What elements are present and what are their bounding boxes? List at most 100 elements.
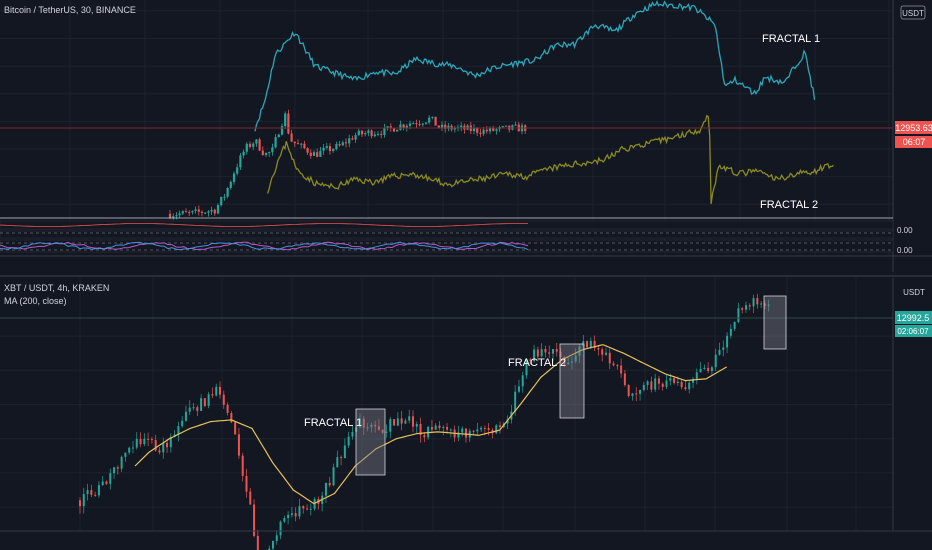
bottom-candle-body: [256, 535, 259, 550]
top-candle-body: [418, 124, 421, 126]
top-candle-body: [492, 127, 495, 131]
bottom-candle-body: [559, 351, 562, 358]
ma-200-line: [134, 344, 728, 505]
bottom-candle-body: [563, 357, 566, 365]
top-candle-body: [300, 143, 303, 145]
top-fractal1-label: FRACTAL 1: [762, 33, 820, 45]
bottom-candle-body: [294, 513, 297, 517]
top-candle-body: [364, 133, 367, 135]
bottom-candle-body: [328, 482, 331, 486]
bottom-candle-body: [536, 349, 539, 357]
top-candle-body: [482, 129, 485, 134]
bottom-candle-body: [215, 386, 218, 396]
bottom-candle-body: [211, 394, 214, 396]
top-candle-body: [396, 129, 399, 132]
top-series: [254, 0, 834, 204]
top-candle-body: [191, 210, 194, 213]
fractal1-box: [355, 408, 386, 476]
bottom-fractal2-label: FRACTAL 2: [508, 357, 566, 369]
bottom-candle-body: [631, 393, 634, 396]
top-candle-body: [476, 128, 479, 133]
bottom-candle-body: [744, 305, 747, 310]
top-candle-body: [386, 126, 389, 128]
bottom-candle-body: [669, 378, 672, 381]
bottom-candle-body: [116, 467, 119, 469]
bottom-candle-body: [430, 426, 433, 430]
bottom-candle-body: [726, 335, 729, 348]
top-indicator-subpanels: [0, 220, 894, 253]
bottom-candle-body: [237, 434, 240, 456]
top-candle-body: [184, 211, 188, 213]
top-candle-body: [261, 150, 264, 155]
bottom-candle-body: [760, 303, 763, 305]
bottom-candle-body: [612, 363, 615, 366]
bottom-price-tag-bg: [895, 311, 932, 324]
top-candle-body: [444, 124, 447, 129]
top-candle-body: [226, 187, 229, 197]
bottom-candle-body: [763, 303, 766, 306]
top-candle-body: [296, 143, 300, 145]
top-candle-body: [332, 148, 335, 152]
bottom-candle-body: [692, 378, 695, 383]
bottom-title: XBT / USDT, 4h, KRAKEN: [4, 283, 109, 293]
top-candle-body: [255, 139, 258, 144]
top-candle-body: [248, 143, 252, 147]
bottom-candle-body: [219, 386, 222, 395]
bottom-candle-body: [642, 384, 645, 390]
top-candle-body: [210, 209, 213, 212]
bottom-candle-body: [521, 375, 524, 387]
top-candle-body: [431, 116, 434, 118]
bottom-candle-body: [525, 359, 528, 376]
bottom-candle-body: [495, 425, 498, 434]
bottom-candle-body: [548, 352, 551, 354]
bottom-candle-body: [226, 404, 229, 413]
top-candle-body: [392, 128, 396, 132]
bottom-candle-body: [351, 432, 354, 437]
top-candle-body: [188, 212, 191, 214]
bottom-price-panel: FRACTAL 1 FRACTAL 2 12992.5 02:06:07 USD…: [0, 278, 932, 550]
top-candle-body: [479, 132, 482, 134]
bottom-candle-body: [707, 367, 710, 372]
bottom-candle-body: [423, 435, 426, 438]
top-title: Bitcoin / TetherUS, 30, BINANCE: [4, 5, 136, 15]
bottom-candle-body: [343, 445, 346, 459]
top-candle-body: [309, 152, 312, 156]
bottom-candle-body: [442, 426, 445, 428]
bottom-candle-body: [415, 424, 418, 427]
top-candle-body: [440, 124, 444, 128]
top-candle-body: [335, 143, 338, 149]
top-candle-body: [216, 205, 220, 214]
top-candle-body: [274, 137, 277, 148]
top-candle-body: [453, 128, 456, 130]
bottom-candle-body: [207, 394, 210, 406]
top-candle-body: [472, 128, 476, 132]
bottom-candle-body: [79, 500, 81, 507]
top-candle-body: [328, 146, 332, 152]
bottom-candle-body: [128, 447, 131, 453]
bottom-candle-body: [162, 442, 165, 453]
volume-ma-line: [0, 223, 529, 227]
top-candle-body: [207, 211, 210, 213]
top-currency: USDT: [902, 9, 924, 18]
bottom-currency: USDT: [903, 288, 925, 297]
bottom-candle-body: [555, 349, 558, 352]
top-candle-body: [204, 212, 207, 214]
bottom-candle-body: [359, 418, 362, 427]
bottom-candle-body: [676, 381, 679, 383]
top-candle-body: [367, 130, 370, 134]
top-currency-badge[interactable]: [900, 5, 926, 20]
top-price-panel: 12953.63 06:07 USDT Bitcoin / TetherUS, …: [0, 0, 932, 272]
bottom-candle-body: [347, 436, 350, 446]
bottom-candle-body: [639, 389, 642, 394]
top-candle-body: [242, 151, 245, 156]
top-candle-body: [428, 117, 431, 123]
bottom-candle-body: [230, 412, 233, 423]
top-candle-body: [434, 116, 437, 126]
bottom-candle-body: [181, 420, 184, 427]
top-candle-body: [303, 143, 306, 149]
top-candle-body: [229, 181, 232, 188]
top-candle-body: [412, 123, 415, 125]
bottom-candle-body: [533, 349, 536, 361]
bottom-candle-body: [287, 514, 290, 519]
bottom-candle-body: [483, 427, 486, 429]
